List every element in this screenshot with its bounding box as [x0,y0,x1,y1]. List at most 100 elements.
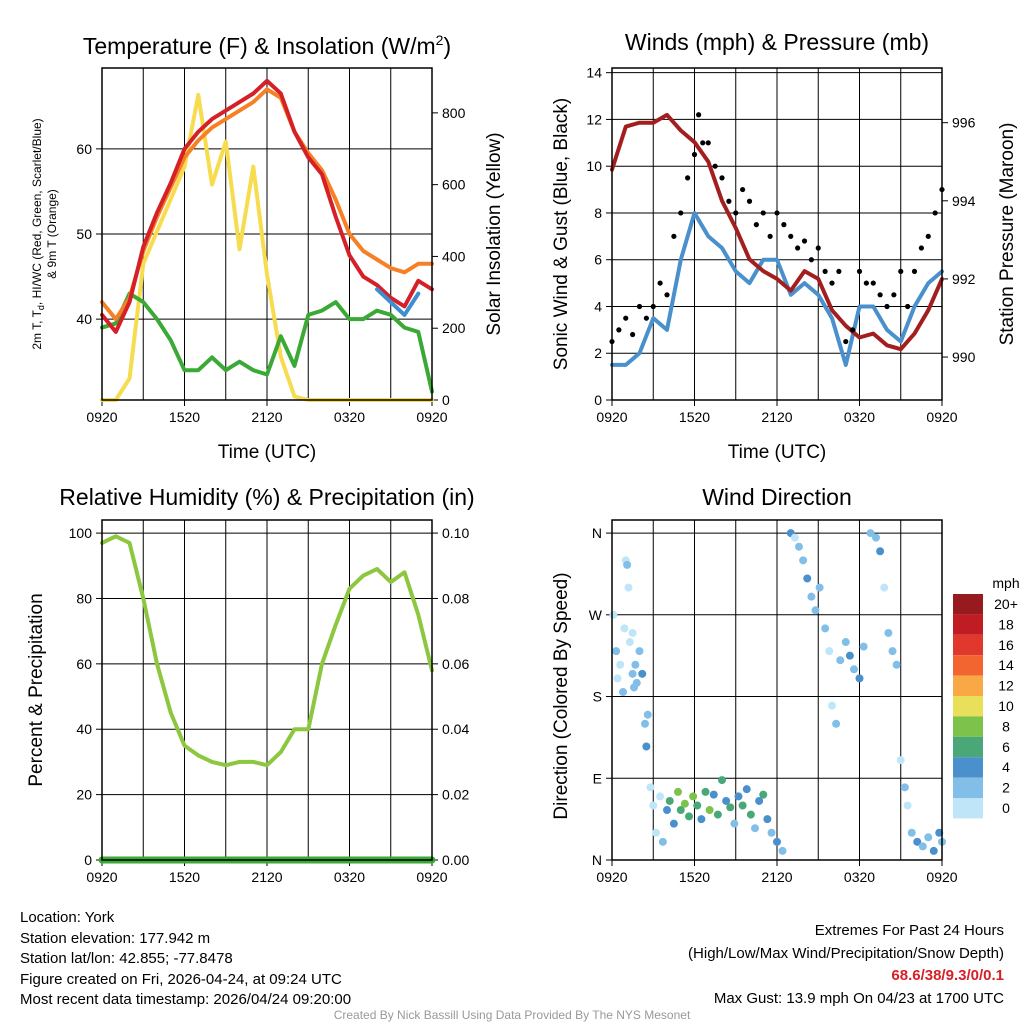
x-tick-label: 2120 [251,409,282,425]
figure-created-text: Figure created on Fri, 2026-04-24, at 09… [20,971,342,988]
legend-swatch [953,757,983,778]
gust-point [705,140,711,146]
x-tick-label: 0920 [86,869,117,885]
x-tick-label: 2120 [251,869,282,885]
y-tick-label: 12 [586,111,602,127]
wind-direction-point [665,796,674,805]
temperature-y-axis-label: 2m T, Td, HI/WC (Red, Green, Scarlet/Blu… [30,118,46,349]
y2-tick-label: 0.00 [442,852,469,868]
gust-point [877,292,883,298]
legend-label: 20+ [994,596,1018,612]
gust-point [905,303,911,310]
gust-point [932,210,938,216]
wind-direction-point [825,647,834,656]
wind-direction-point [751,824,759,833]
gust-point [719,175,725,181]
legend-swatch [953,655,983,676]
gust-point [623,315,629,321]
y2-tick-label: 0.06 [442,656,469,672]
plot-frame [101,67,433,401]
y-tick-label: 10 [586,158,602,174]
wind-direction-point [726,803,735,812]
y2-tick-label: 996 [952,115,976,131]
legend-label: 10 [998,698,1014,714]
wind-direction-point [803,574,812,583]
wind-direction-point [669,819,678,828]
gust-point [898,268,904,275]
wind-direction-point [918,842,927,851]
plot-frame [611,67,943,401]
x-tick-label: 1520 [169,869,200,885]
x-tick-label: 0920 [926,869,957,885]
gust-point [836,268,842,275]
x-tick-label: 0320 [334,409,365,425]
wind-direction-point [676,806,685,815]
y2-tick-label: 0.08 [442,590,469,606]
y-tick-label: N [592,525,602,541]
gust-point [630,331,636,338]
wind-direction-point [658,837,667,846]
gust-point [822,268,828,275]
gust-point [685,175,691,181]
sonic-wind-line [610,211,944,367]
humidity-panel-title: Relative Humidity (%) & Precipitation (i… [59,484,474,510]
wind-direction-point [689,792,698,801]
gust-point [712,163,718,169]
wind-direction-point [866,529,875,538]
y-tick-label: 40 [76,721,92,737]
y-tick-label: 0 [84,852,92,868]
extremes-values: 68.6/38/9.3/0/0.1 [891,967,1004,984]
x-tick-label: 1520 [169,409,200,425]
wind-direction-point [613,674,622,683]
wind-direction-point [841,638,850,647]
gust-point [774,210,780,216]
credit-text: Created By Nick Bassill Using Data Provi… [334,1008,691,1022]
x-tick-label: 0320 [844,869,875,885]
legend-label: 2 [1002,780,1010,796]
wind-direction-point [642,742,651,751]
wind-direction-point [619,687,627,696]
relative-humidity-line [100,534,434,768]
y-tick-label: 20 [76,787,92,803]
legend-swatch [953,798,983,819]
y2-tick-label: 200 [442,320,466,336]
gust-point [925,233,931,239]
wind-direction-point [821,624,830,633]
humidity-y-axis-label: Percent & Precipitation [26,593,47,786]
wind-direction-point [790,533,799,542]
wind-direction-point [674,787,682,796]
wind-direction-point [680,799,689,808]
legend-swatch [953,634,983,656]
pressure-y2-axis-label: Station Pressure (Maroon) [997,123,1018,346]
temperature-x-axis-label: Time (UTC) [218,442,317,463]
wind-y-axis-label: Sonic Wind & Gust (Blue, Black) [551,98,572,370]
wind-direction-point [646,783,655,792]
y2-tick-label: 0.04 [442,721,469,737]
wind-direction-point [855,674,864,683]
temperature-y-axis-label-line2: & 9m T (Orange) [45,189,59,279]
winds-panel: 0 2 4 6 8 10 12 14 990 992 994 996 0920 1520 2120 0320 0… [586,65,975,425]
x-tick-label: 0920 [926,409,957,425]
extremes-title: Extremes For Past 24 Hours [815,922,1004,939]
y-tick-label: 100 [69,525,93,541]
y-tick-label: 0 [594,392,602,408]
wind-direction-point [807,592,816,601]
y-tick-label: 4 [594,298,602,314]
y-tick-label: 60 [76,141,92,157]
wind-direction-point [872,533,880,542]
winds-panel-title: Winds (mph) & Pressure (mb) [625,29,929,55]
legend-label: 14 [998,657,1014,673]
gust-point [829,280,835,286]
gust-point [678,210,684,216]
wind-direction-point [850,665,858,674]
wind-direction-point [734,792,743,801]
wind-direction-point [924,833,933,842]
location-text: Location: York [20,909,115,926]
x-tick-label: 0920 [596,409,627,425]
wind-direction-point [746,810,755,819]
gust-point [850,327,856,333]
gust-point [643,315,649,321]
wind-direction-point [828,701,836,710]
